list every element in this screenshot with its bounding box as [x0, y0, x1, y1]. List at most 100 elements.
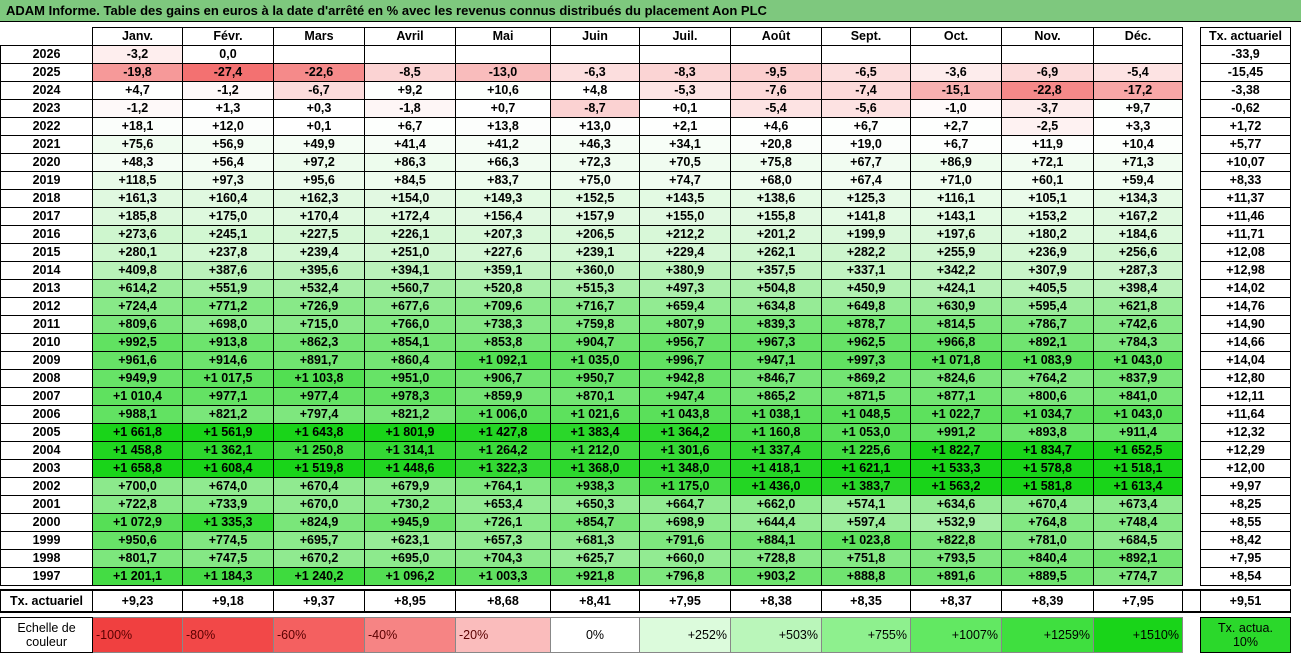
month-header: Juin: [550, 27, 640, 46]
gain-cell: +1 613,4: [1093, 477, 1183, 496]
gain-cell: +394,1: [364, 261, 456, 280]
gain-cell: +698,9: [639, 513, 731, 532]
gain-cell: -7,6: [730, 81, 822, 100]
gain-cell: +154,0: [364, 189, 456, 208]
gain-cell: +961,6: [92, 351, 183, 370]
table-row: 2009 +961,6 +914,6 +891,7 +860,4 +1 092,1 +1 0…: [0, 351, 1291, 370]
gain-cell: +1,3: [182, 99, 274, 118]
gain-cell: +634,6: [910, 495, 1002, 514]
summary-cell: +8,35: [821, 589, 911, 613]
gain-cell: +846,7: [730, 369, 822, 388]
year-label: 2000: [0, 513, 93, 532]
tx-cell: +9,97: [1200, 477, 1291, 496]
gain-cell: -1,8: [364, 99, 456, 118]
gain-cell: +75,8: [730, 153, 822, 172]
gain-cell: +997,3: [821, 351, 911, 370]
gain-cell: +870,1: [550, 387, 640, 406]
gain-cell: +0,7: [455, 99, 551, 118]
table-row: 2011 +809,6 +698,0 +715,0 +766,0 +738,3 +759,8…: [0, 315, 1291, 334]
gain-cell: +1 010,4: [92, 387, 183, 406]
gain-cell: +853,8: [455, 333, 551, 352]
gain-cell: +771,2: [182, 297, 274, 316]
gain-cell: +116,1: [910, 189, 1002, 208]
gain-cell: +913,8: [182, 333, 274, 352]
table-row: 2003 +1 658,8 +1 608,4 +1 519,8 +1 448,6 +1 3…: [0, 459, 1291, 478]
month-header: Oct.: [910, 27, 1002, 46]
tx-cell: +8,25: [1200, 495, 1291, 514]
table-row: 2002 +700,0 +674,0 +670,4 +679,9 +764,1 +938,3…: [0, 477, 1291, 496]
header-corner: [1, 28, 93, 46]
gain-cell: +153,2: [1001, 207, 1094, 226]
gain-cell: +951,0: [364, 369, 456, 388]
gain-cell: +903,2: [730, 567, 822, 586]
gain-cell: +649,8: [821, 297, 911, 316]
gain-cell: +1 822,7: [910, 441, 1002, 460]
tx-cell: +14,76: [1200, 297, 1291, 316]
gain-cell: +172,4: [364, 207, 456, 226]
scale-stop: 0%: [550, 617, 640, 653]
gain-cell: +1 071,8: [910, 351, 1002, 370]
tx-cell: +11,71: [1200, 225, 1291, 244]
gain-cell: +679,9: [364, 477, 456, 496]
gain-cell: +704,3: [455, 549, 551, 568]
gain-cell: +709,6: [455, 297, 551, 316]
scale-stop: +755%: [821, 617, 911, 653]
scale-stop: -80%: [182, 617, 274, 653]
gain-cell: -1,2: [92, 99, 183, 118]
scale-label: Echelle de couleur: [0, 617, 93, 653]
gain-cell: +75,0: [550, 171, 640, 190]
gain-cell: +670,4: [273, 477, 365, 496]
tx-cell: +8,42: [1200, 531, 1291, 550]
tx-cell: +12,32: [1200, 423, 1291, 442]
gain-cell: +1 053,0: [821, 423, 911, 442]
year-label: 2022: [0, 117, 93, 136]
gain-cell: +670,4: [1001, 495, 1094, 514]
gain-cell: -1,2: [182, 81, 274, 100]
gain-cell: +532,9: [910, 513, 1002, 532]
month-header: Août: [730, 27, 822, 46]
row-gap: [1182, 225, 1201, 244]
gain-cell: +185,8: [92, 207, 183, 226]
gain-cell: +60,1: [1001, 171, 1094, 190]
gain-cell: +859,9: [455, 387, 551, 406]
table-row: 2024 +4,7 -1,2 -6,7 +9,2 +10,6 +4,8 -5,3 -7,6 -7,…: [0, 81, 1291, 100]
gain-cell: +10,6: [455, 81, 551, 100]
gain-cell: +774,7: [1093, 567, 1183, 586]
gain-cell: +962,5: [821, 333, 911, 352]
gain-cell: +199,9: [821, 225, 911, 244]
gain-cell: +821,2: [364, 405, 456, 424]
row-gap: [1182, 477, 1201, 496]
gain-cell: +237,8: [182, 243, 274, 262]
gain-cell: +623,1: [364, 531, 456, 550]
gain-cell: +6,7: [364, 117, 456, 136]
gain-cell: +229,4: [639, 243, 731, 262]
gain-cell: +1 581,8: [1001, 477, 1094, 496]
gain-cell: +786,7: [1001, 315, 1094, 334]
summary-cell: +8,68: [455, 589, 551, 613]
row-gap: [1182, 549, 1201, 568]
gain-cell: +664,7: [639, 495, 731, 514]
gain-cell: +72,3: [550, 153, 640, 172]
table-row: 2010 +992,5 +913,8 +862,3 +854,1 +853,8 +904,7…: [0, 333, 1291, 352]
gain-cell: +48,3: [92, 153, 183, 172]
gain-cell: +560,7: [364, 279, 456, 298]
summary-cell: +8,41: [550, 589, 640, 613]
gain-cell: +673,4: [1093, 495, 1183, 514]
gain-cell: +212,2: [639, 225, 731, 244]
gain-cell: +56,9: [182, 135, 274, 154]
gain-cell: +1 301,6: [639, 441, 731, 460]
gain-cell: -3,2: [92, 45, 183, 64]
summary-cell: +9,18: [182, 589, 274, 613]
year-label: 2024: [0, 81, 93, 100]
table-row: 1999 +950,6 +774,5 +695,7 +623,1 +657,3 +681,3…: [0, 531, 1291, 550]
gain-cell: +759,8: [550, 315, 640, 334]
year-label: 2017: [0, 207, 93, 226]
gain-cell: -5,6: [821, 99, 911, 118]
gain-cell: +282,2: [821, 243, 911, 262]
gain-cell: -3,7: [1001, 99, 1094, 118]
gain-cell: +450,9: [821, 279, 911, 298]
gain-cell: +360,0: [550, 261, 640, 280]
gain-cell: +497,3: [639, 279, 731, 298]
scale-stop: -60%: [273, 617, 365, 653]
row-gap: [1182, 171, 1201, 190]
